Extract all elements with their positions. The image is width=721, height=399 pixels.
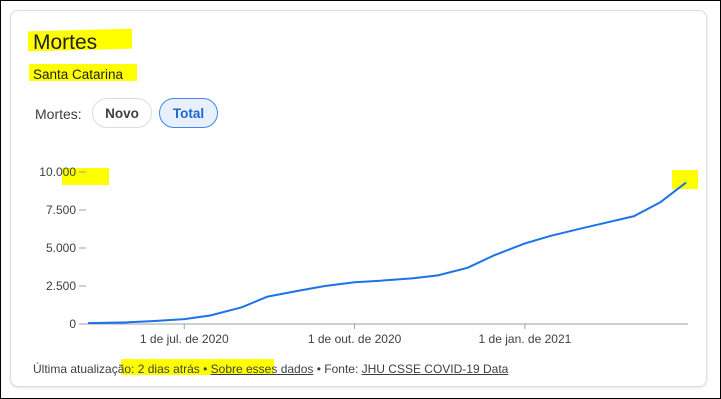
highlight-updated — [121, 359, 229, 375]
y-tick-label: 2.500 — [46, 279, 76, 293]
y-tick-label: 0 — [69, 317, 76, 331]
footer: Última atualização: 2 dias atrás • Sobre… — [33, 362, 508, 376]
y-tick-label: 5.000 — [46, 241, 76, 255]
card-title: Mortes — [33, 31, 98, 54]
source-link[interactable]: JHU CSSE COVID-19 Data — [361, 362, 509, 376]
series-line — [87, 181, 687, 325]
footer-source-prefix: • Fonte: — [313, 362, 362, 376]
footer-updated-prefix: Última atualização: — [33, 362, 138, 376]
x-tick-label: 1 de jul. de 2020 — [140, 332, 229, 346]
x-tick-label: 1 de jan. de 2021 — [479, 332, 572, 346]
chip-total[interactable]: Total — [159, 98, 218, 128]
footer-sep: • — [199, 362, 211, 376]
about-data-link[interactable]: Sobre esses dados — [210, 362, 314, 376]
highlight-about — [228, 359, 274, 375]
highlight-ytick-max — [62, 168, 109, 185]
footer-updated-value: 2 dias atrás — [137, 362, 200, 376]
y-tick-label: 7.500 — [46, 203, 76, 217]
card-subtitle: Santa Catarina — [33, 67, 124, 82]
chip-novo[interactable]: Novo — [92, 98, 152, 128]
x-tick-label: 1 de out. de 2020 — [308, 332, 402, 346]
y-tick-label: 10.000 — [39, 165, 76, 179]
filter-label: Mortes: — [35, 106, 82, 122]
highlight-line-end — [672, 170, 698, 189]
highlight-subtitle — [29, 64, 137, 81]
